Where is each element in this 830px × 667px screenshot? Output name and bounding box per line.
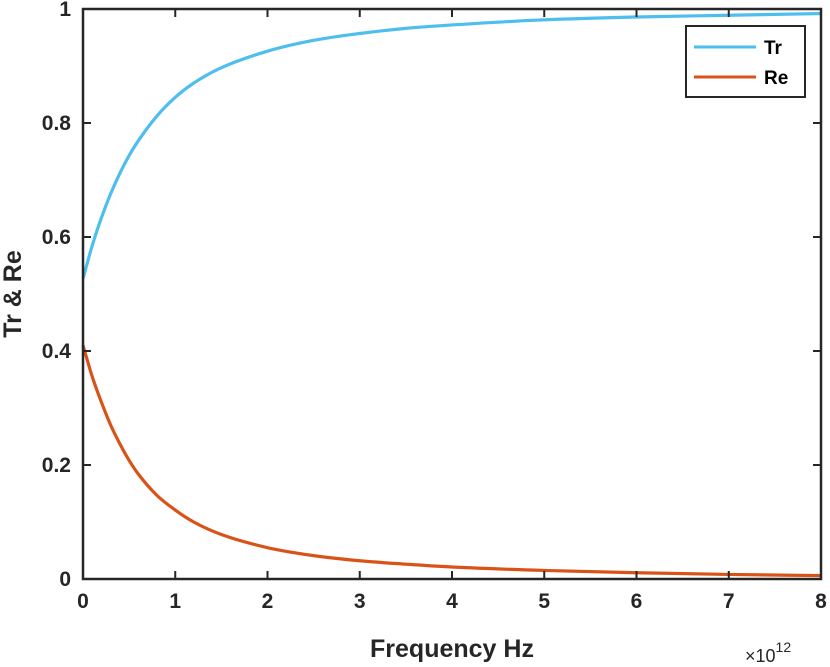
y-tick-label: 0 xyxy=(59,568,71,591)
x-tick-label: 4 xyxy=(446,590,458,613)
series-line-tr xyxy=(81,11,822,280)
legend-label-tr: Tr xyxy=(764,38,783,59)
x-tick-label: 5 xyxy=(538,590,550,613)
y-tick-label: 0.8 xyxy=(42,112,72,135)
y-tick-label: 0.6 xyxy=(42,226,71,249)
plot-frame xyxy=(81,7,823,581)
x-axis-exponent: ×1012 xyxy=(745,639,791,666)
x-tick-label: 3 xyxy=(354,590,366,613)
x-tick-label: 8 xyxy=(815,590,827,613)
y-axis-label: Tr & Re xyxy=(0,250,27,338)
tick-layer: 0 1 2 3 4 5 6 7 8 0 0.2 0.4 0.6 0.8 1 xyxy=(42,0,827,613)
series-layer xyxy=(81,11,822,578)
x-tick-label: 1 xyxy=(169,590,181,613)
x-exponent-base: ×10 xyxy=(745,646,776,666)
x-exponent-power: 12 xyxy=(776,639,792,655)
x-tick-label: 0 xyxy=(77,590,89,613)
y-tick-label: 0.2 xyxy=(42,454,71,477)
x-axis-label: Frequency Hz xyxy=(370,635,534,663)
y-tick-label: 0.4 xyxy=(42,340,72,363)
legend: Tr Re xyxy=(685,25,806,98)
x-tick-label: 7 xyxy=(723,590,735,613)
series-line-re xyxy=(81,344,822,578)
x-tick-label: 2 xyxy=(262,590,274,613)
plot-background xyxy=(83,9,821,579)
legend-box xyxy=(685,25,806,98)
y-tick-label: 1 xyxy=(59,0,71,21)
legend-label-re: Re xyxy=(764,68,788,89)
x-tick-label: 6 xyxy=(631,590,643,613)
